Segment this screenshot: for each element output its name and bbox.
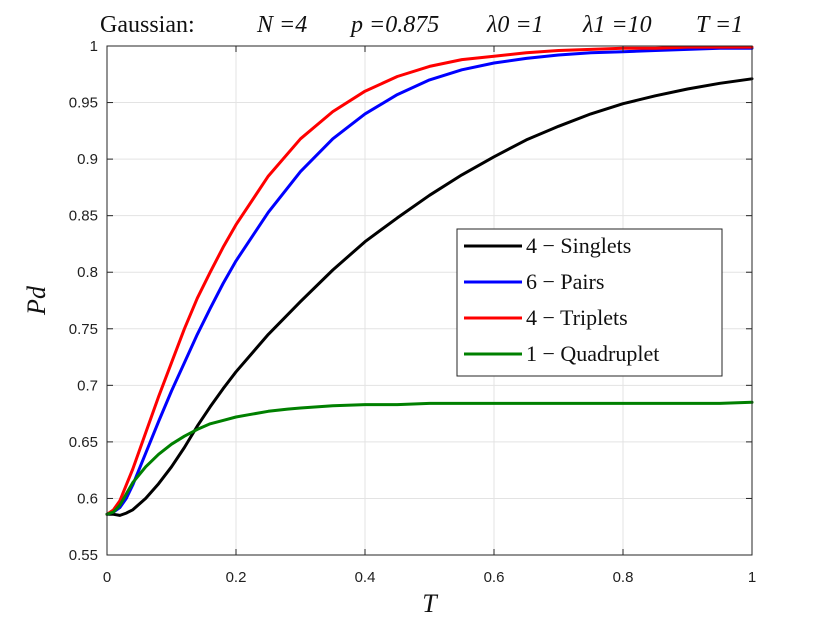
y-axis: 0.55 0.6 0.65 0.7 0.75 0.8 0.85 0.9 0.95 1 [69,38,752,564]
y-tick-label: 0.95 [69,95,98,112]
x-axis: 0 0.2 0.4 0.6 0.8 1 [103,46,756,586]
y-tick-label: 0.85 [69,208,98,225]
x-tick-label: 0.2 [226,569,247,586]
legend-entry: 4 − Singlets [526,233,631,258]
x-axis-title: T [422,589,438,618]
x-tick-label: 0 [103,569,111,586]
y-axis-title: Pd [22,285,51,316]
y-tick-label: 0.55 [69,547,98,564]
legend-box [456,228,723,377]
legend-entry: 4 − Triplets [526,305,628,330]
x-tick-label: 0.8 [613,569,634,586]
plot-frame [106,45,753,556]
y-tick-label: 1 [90,38,98,55]
y-tick-label: 0.75 [69,321,98,338]
y-tick-label: 0.6 [77,490,98,507]
title-t: T =1 [696,12,743,38]
title-label: Gaussian: [100,12,195,38]
title-lambda0: λ0 =1 [486,12,544,38]
title-n: N =4 [256,12,307,38]
series-layer [105,45,754,517]
legend-entry: 1 − Quadruplet [526,341,659,366]
series-line-4 [105,400,754,516]
legend: 4 − Singlets 6 − Pairs 4 − Triplets 1 − Qua… [456,228,723,377]
title-lambda1: λ1 =10 [582,12,652,38]
title-p: p =0.875 [349,12,439,38]
y-tick-label: 0.8 [77,264,98,281]
legend-entry: 6 − Pairs [526,269,604,294]
y-tick-label: 0.9 [77,151,98,168]
y-tick-label: 0.7 [77,377,98,394]
x-tick-label: 0.6 [484,569,505,586]
series-line-2 [105,46,754,516]
chart-title: Gaussian: N =4 p =0.875 λ0 =1 λ1 =10 T =… [100,12,743,38]
y-tick-label: 0.65 [69,434,98,451]
series-line-1 [105,77,754,517]
series-line-3 [105,45,754,516]
x-tick-label: 0.4 [355,569,376,586]
x-tick-label: 1 [748,569,756,586]
